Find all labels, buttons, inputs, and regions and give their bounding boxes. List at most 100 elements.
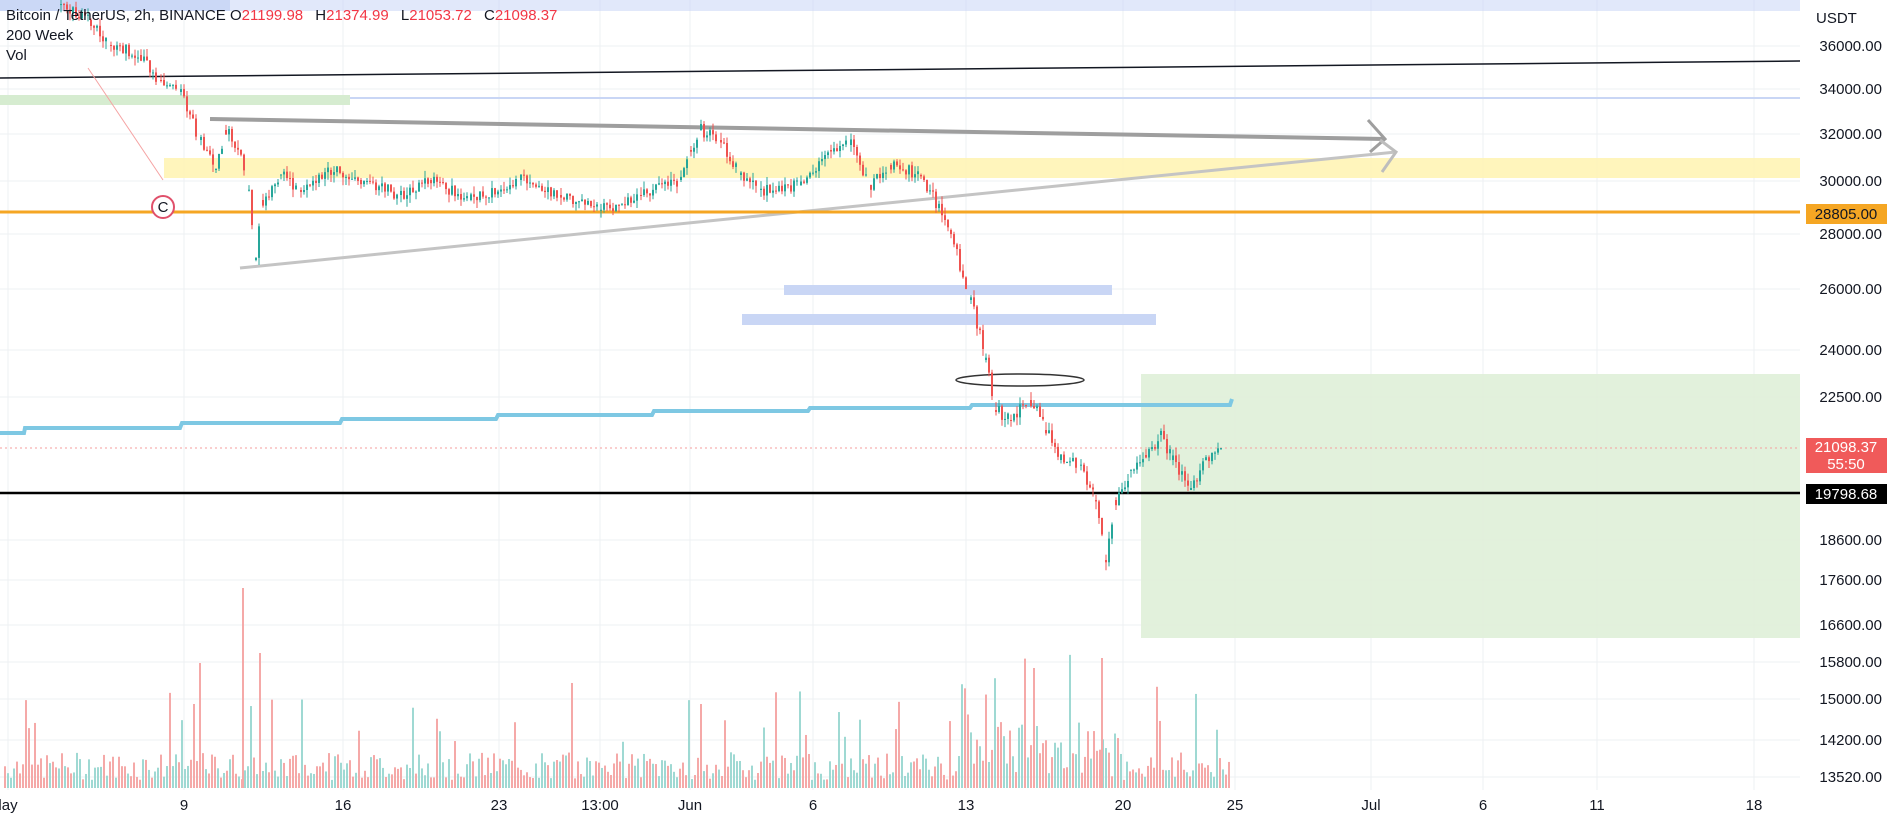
candle-body	[497, 191, 499, 195]
volume-bar	[949, 721, 951, 788]
volume-bar	[631, 754, 633, 788]
candle-body	[1105, 560, 1107, 563]
candle-body	[72, 7, 74, 14]
candle-body	[1013, 413, 1015, 421]
time-axis[interactable]: lay 9 16 23 13:00 Jun 6 13 20 25 Jul 6 11 18	[0, 797, 1762, 814]
candle-body	[506, 189, 508, 191]
volume-bar	[757, 773, 759, 788]
volume-bar	[49, 763, 51, 788]
time-tick-label: 13:00	[581, 797, 619, 814]
volume-bar	[178, 762, 180, 788]
axis-tick-label: 13520.00	[1819, 769, 1882, 786]
candle-body	[703, 124, 705, 138]
candle-body	[1202, 461, 1204, 471]
volume-bar	[46, 755, 48, 788]
volume-bar	[268, 772, 270, 788]
candle-body	[715, 134, 717, 142]
volume-bar	[511, 760, 513, 788]
volume-bar	[721, 776, 723, 788]
volume-spike	[199, 663, 201, 788]
volume-bar	[775, 692, 777, 788]
pink-wave-line	[87, 67, 164, 181]
candle-body	[979, 328, 981, 331]
candle-body	[827, 152, 829, 156]
volume-bar	[136, 776, 138, 788]
volume-bar	[658, 776, 660, 788]
volume-bar	[1072, 753, 1074, 788]
volume-bar	[1084, 756, 1086, 788]
candle-body	[460, 194, 462, 200]
legend-indicator-volume[interactable]: Vol	[6, 47, 27, 64]
volume-bar	[412, 707, 414, 788]
volume-bar	[1078, 722, 1080, 788]
volume-bar	[586, 757, 588, 788]
candle-body	[146, 56, 148, 61]
price-axis[interactable]: USDT 36000.00 34000.00 32000.00 30000.00 2800…	[1806, 10, 1887, 786]
candle-body	[520, 174, 522, 180]
volume-bar	[184, 769, 186, 788]
candle-body	[189, 111, 191, 115]
volume-bar	[334, 756, 336, 788]
volume-bar	[523, 775, 525, 788]
volume-bar	[355, 772, 357, 788]
wave-marker-circle	[151, 195, 175, 219]
volume-bar	[91, 779, 93, 788]
candle-body	[1115, 500, 1117, 506]
candle-body	[400, 190, 402, 195]
volume-bar	[829, 761, 831, 788]
volume-bar	[118, 756, 120, 788]
candle-body	[1045, 430, 1047, 434]
volume-bar	[373, 755, 375, 788]
candle-body	[550, 187, 552, 197]
candle-body	[427, 178, 429, 184]
candle-body	[369, 180, 371, 182]
volume-bar	[637, 758, 639, 788]
candle-body	[723, 142, 725, 144]
volume-bar	[973, 763, 975, 788]
candle-body	[78, 16, 80, 19]
candle-body	[466, 196, 468, 199]
volume-bar	[781, 755, 783, 788]
volume-bar	[568, 752, 570, 788]
candle-body	[1217, 448, 1219, 453]
volume-bar	[544, 762, 546, 788]
volume-bar	[937, 756, 939, 788]
volume-bar	[943, 774, 945, 788]
volume-bar	[739, 760, 741, 788]
candle-body	[409, 187, 411, 196]
legend-indicator-200-week[interactable]: 200 Week	[6, 27, 74, 44]
axis-tick-label: 32000.00	[1819, 126, 1882, 143]
volume-bar	[610, 774, 612, 788]
candle-body	[321, 174, 323, 179]
volume-bar	[985, 694, 987, 788]
candle-body	[149, 60, 151, 73]
volume-bar	[538, 777, 540, 788]
volume-bar	[88, 759, 90, 788]
volume-bar	[127, 773, 129, 788]
candle-body	[1142, 459, 1144, 463]
volume-bar	[1000, 722, 1002, 788]
axis-currency-label: USDT	[1816, 10, 1857, 27]
candle-body	[430, 180, 432, 184]
candle-body	[581, 199, 583, 202]
volume-bar	[634, 765, 636, 788]
volume-bar	[1012, 756, 1014, 788]
candle-body	[1004, 418, 1006, 420]
symbol-title[interactable]: Bitcoin / TetherUS, 2h, BINANCE	[6, 7, 226, 24]
candle-body	[553, 190, 555, 197]
candle-body	[195, 118, 197, 137]
volume-bar	[22, 764, 24, 788]
volume-bar	[823, 779, 825, 788]
volume-bar	[883, 778, 885, 788]
candle-body	[839, 146, 841, 152]
candle-body	[1178, 462, 1180, 475]
200-week-ma-line	[0, 398, 1234, 435]
volume-bar	[583, 776, 585, 788]
volume-bar	[238, 776, 240, 788]
volume-bar	[616, 753, 618, 788]
volume-bar	[346, 763, 348, 788]
candle-body	[976, 306, 978, 329]
volume-bar	[865, 763, 867, 788]
volume-bar	[211, 754, 213, 788]
